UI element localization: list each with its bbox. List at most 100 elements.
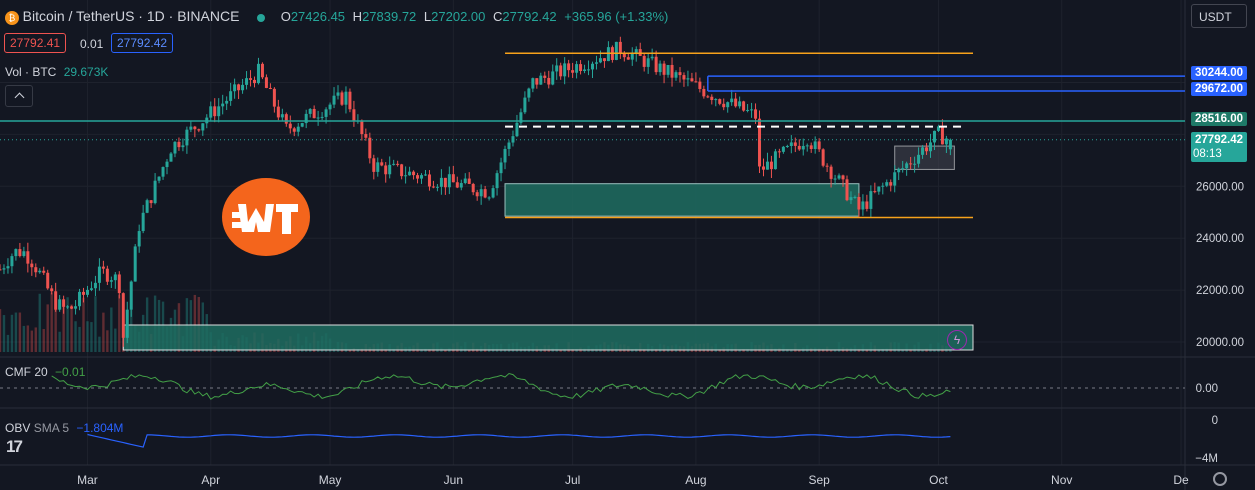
candle-body: [861, 201, 865, 210]
candle-body: [571, 70, 575, 73]
candle-body: [813, 141, 817, 149]
obv-sma-label: SMA 5: [33, 421, 70, 435]
candle-body: [2, 268, 6, 270]
volume-bar: [34, 327, 37, 352]
candle-body: [606, 47, 610, 62]
candle-body: [74, 306, 78, 309]
candle-body: [400, 164, 404, 177]
candle-body: [694, 81, 698, 83]
currency-selector[interactable]: USDT: [1191, 4, 1247, 28]
candle-body: [416, 175, 420, 179]
candle-body: [392, 163, 396, 165]
candle-body: [404, 175, 408, 177]
candle-body: [809, 145, 813, 149]
candle-body: [785, 145, 789, 147]
volume-bar: [790, 349, 793, 352]
candle-body: [666, 64, 670, 75]
candle-body: [833, 178, 837, 180]
candle-body: [70, 306, 74, 309]
cmf-line: [51, 372, 951, 400]
candle-body: [495, 173, 499, 189]
candle-body: [805, 145, 809, 147]
candle-body: [865, 201, 869, 209]
candle-body: [352, 109, 356, 122]
tradingview-logo[interactable]: 17: [6, 437, 23, 457]
candle-body: [161, 167, 165, 177]
price-tick-label: 24000.00: [1196, 233, 1244, 245]
candle-body: [412, 171, 416, 176]
volume-bar: [798, 349, 801, 352]
candle-body: [328, 104, 332, 110]
volume-bar: [909, 349, 912, 352]
candle-body: [674, 72, 678, 78]
ohlc-high: 27839.72: [362, 9, 417, 24]
candle-body: [165, 161, 169, 168]
buy-button[interactable]: 27792.42: [111, 33, 174, 53]
volume-label: Vol · BTC: [5, 65, 57, 79]
time-tick-label: Jun: [444, 473, 463, 487]
candle-body: [948, 139, 952, 150]
volume-bar: [42, 329, 45, 352]
cmf-legend: CMF 20 −0.01: [5, 365, 85, 379]
candle-body: [177, 141, 181, 148]
time-tick-label: Oct: [929, 473, 948, 487]
candle-body: [54, 291, 58, 310]
candle-body: [38, 270, 42, 273]
volume-bar: [746, 349, 749, 352]
volume-bar: [833, 349, 837, 352]
lightning-alert-icon[interactable]: ϟ: [947, 330, 967, 350]
time-tick-label: Apr: [201, 473, 220, 487]
brand-logo: [222, 178, 310, 256]
candle-body: [173, 141, 177, 154]
candle-body: [6, 266, 10, 269]
volume-bar: [78, 326, 81, 352]
candle-body: [598, 58, 602, 63]
candle-body: [459, 183, 463, 188]
candle-body: [113, 274, 117, 281]
candle-body: [252, 79, 256, 84]
candle-body: [940, 126, 944, 145]
volume-bar: [738, 349, 741, 352]
candle-body: [372, 158, 376, 172]
candle-body: [797, 145, 801, 150]
price-tick-label: 22000.00: [1196, 285, 1244, 297]
obv-label: OBV: [5, 421, 31, 435]
volume-bar: [26, 325, 30, 352]
candle-body: [157, 176, 161, 181]
time-tick-label: Nov: [1051, 473, 1072, 487]
candle-body: [141, 212, 145, 232]
candle-body: [662, 63, 666, 75]
candle-body: [539, 75, 543, 85]
candle-body: [284, 114, 288, 124]
volume-bar: [102, 312, 105, 352]
volume-bar: [356, 349, 360, 352]
candle-body: [388, 164, 392, 175]
volume-bar: [10, 314, 14, 352]
candle-body: [137, 231, 141, 247]
candle-body: [626, 57, 630, 60]
symbol-header[interactable]: ₿ Bitcoin / TetherUS · 1D · BINANCE O274…: [5, 8, 668, 25]
candle-body: [153, 180, 157, 204]
candle-body: [14, 249, 18, 257]
candle-body: [145, 200, 149, 213]
candle-body: [431, 186, 435, 188]
candle-body: [519, 112, 523, 123]
volume-bar: [38, 293, 41, 352]
candle-body: [420, 175, 424, 179]
volume-bar: [22, 325, 26, 352]
candle-body: [869, 191, 873, 209]
collapse-legend-button[interactable]: [5, 85, 33, 107]
candle-body: [829, 166, 833, 179]
candle-body: [853, 196, 857, 198]
sell-button[interactable]: 27792.41: [4, 33, 67, 53]
candle-body: [85, 289, 89, 295]
candle-body: [718, 99, 722, 104]
candle-body: [499, 162, 503, 174]
settings-gear-icon[interactable]: [1213, 472, 1227, 486]
candle-body: [765, 161, 769, 170]
candle-body: [575, 64, 579, 73]
candle-body: [30, 263, 34, 268]
volume-bar: [444, 349, 447, 352]
volume-bar: [14, 312, 18, 352]
